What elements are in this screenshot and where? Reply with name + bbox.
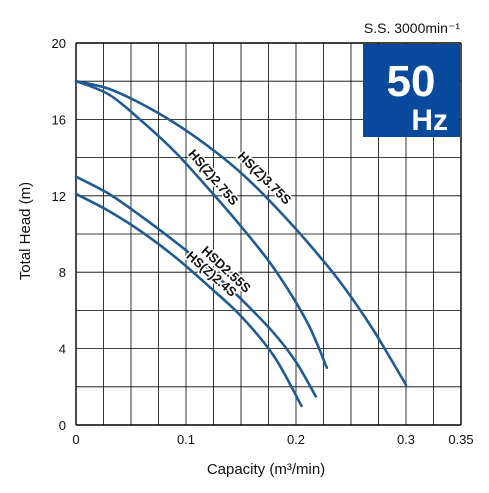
frequency-badge-value: 50 <box>387 57 436 106</box>
y-tick-label: 4 <box>59 342 66 357</box>
series-line <box>74 175 318 398</box>
y-tick-label: 20 <box>52 36 66 51</box>
y-tick-label: 16 <box>52 112 66 127</box>
frequency-badge-unit: Hz <box>411 104 448 137</box>
y-tick-label: 12 <box>52 189 66 204</box>
frequency-badge-box <box>363 44 460 137</box>
series-line <box>74 79 408 387</box>
series-line <box>74 79 329 369</box>
x-axis-title: Capacity (m³/min) <box>207 461 325 478</box>
frequency-badge: 50 Hz <box>363 44 460 137</box>
x-axis-ticks: 0 0.1 0.2 0.3 0.35 <box>72 432 473 447</box>
y-axis-ticks: 0 4 8 12 16 20 <box>52 36 66 433</box>
x-tick-label: 0.1 <box>177 432 195 447</box>
performance-curves <box>74 79 408 408</box>
x-tick-label: 0.3 <box>397 432 415 447</box>
y-axis-title: Total Head (m) <box>17 182 34 280</box>
x-tick-label: 0.2 <box>287 432 305 447</box>
y-tick-label: 0 <box>59 418 66 433</box>
series-line <box>74 192 303 408</box>
y-tick-label: 8 <box>59 265 66 280</box>
speed-label: S.S. 3000min⁻¹ <box>364 20 460 36</box>
x-tick-label: 0 <box>72 432 79 447</box>
x-tick-label: 0.35 <box>448 432 473 447</box>
